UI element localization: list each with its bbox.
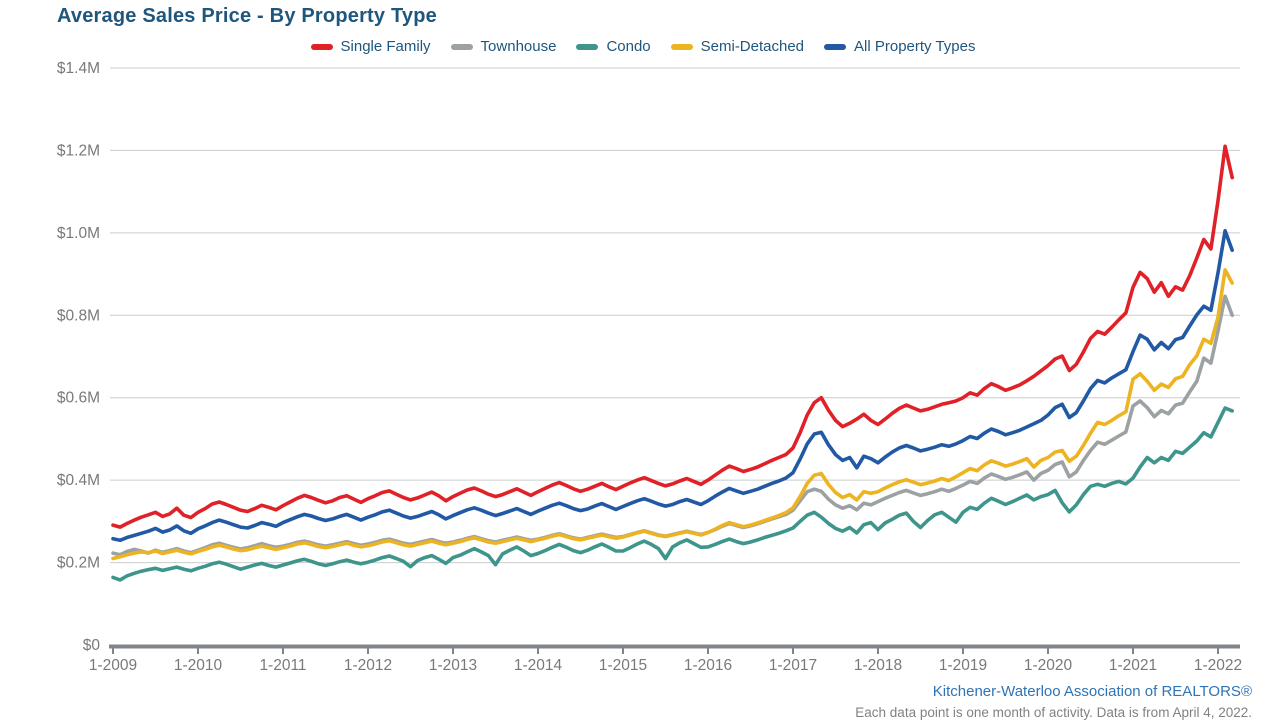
legend-label: Semi-Detached [700,38,805,55]
y-axis-tick-label: $0.8M [57,307,100,324]
y-axis-tick-label: $1.2M [57,142,100,159]
y-axis-tick-label: $0 [83,637,101,654]
legend-swatch-icon [450,43,473,50]
legend-item-all-property-types[interactable]: All Property Types [824,38,975,55]
legend-label: Single Family [340,38,431,55]
legend-label: Townhouse [480,38,557,55]
x-axis-tick-label: 1-2017 [769,657,817,674]
y-axis-tick-label: $1.0M [57,225,100,242]
legend-swatch-icon [670,43,693,50]
legend-label: All Property Types [854,38,976,55]
legend-label: Condo [606,38,651,55]
x-axis-tick-label: 1-2013 [429,657,477,674]
x-axis-tick-label: 1-2010 [174,657,223,674]
legend-item-semi-detached[interactable]: Semi-Detached [670,38,805,55]
y-axis-labels: $0 $0.2M $0.4M $0.6M $0.8M $1.0M $1.2M $1.4M [57,60,100,654]
legend-item-single-family[interactable]: Single Family [310,38,431,55]
x-axis: 1-2009 1-2010 1-2011 1-2012 1-2013 1-2014 1-20… [89,644,1242,674]
series-line-townhouse [111,294,1234,557]
x-axis-tick-label: 1-2019 [939,657,987,674]
legend-swatch-icon [310,43,333,50]
y-axis-tick-label: $0.4M [57,472,100,489]
y-axis-tick-label: $1.4M [57,60,100,77]
chart-title: Average Sales Price - By Property Type [57,5,437,27]
attribution-text: Kitchener-Waterloo Association of REALTO… [932,683,1252,700]
y-axis-tick-label: $0.2M [57,555,100,572]
legend-item-condo[interactable]: Condo [576,38,651,55]
x-axis-tick-label: 1-2012 [344,657,392,674]
x-axis-tick-label: 1-2022 [1194,657,1242,674]
x-axis-tick-label: 1-2015 [599,657,647,674]
x-axis-tick-label: 1-2018 [854,657,902,674]
x-axis-tick-label: 1-2020 [1024,657,1073,674]
x-axis-tick-label: 1-2011 [259,657,306,674]
x-axis-tick-label: 1-2021 [1109,657,1157,674]
legend-swatch-icon [576,43,599,50]
series-line-all-property-types [111,229,1234,543]
legend-swatch-icon [824,43,847,50]
y-axis-tick-label: $0.6M [57,390,100,407]
series-line-semi-detached [111,268,1234,561]
series-line-single-family [111,144,1234,529]
series-line-condo [111,406,1234,582]
gridlines [110,67,1240,564]
x-axis-tick-label: 1-2014 [514,657,563,674]
footnote-text: Each data point is one month of activity… [855,705,1252,720]
chart-legend: Single Family Townhouse Condo Semi-Detached… [0,38,1286,55]
x-axis-tick-label: 1-2016 [684,657,732,674]
legend-item-townhouse[interactable]: Townhouse [450,38,557,55]
x-axis-tick-label: 1-2009 [89,657,137,674]
